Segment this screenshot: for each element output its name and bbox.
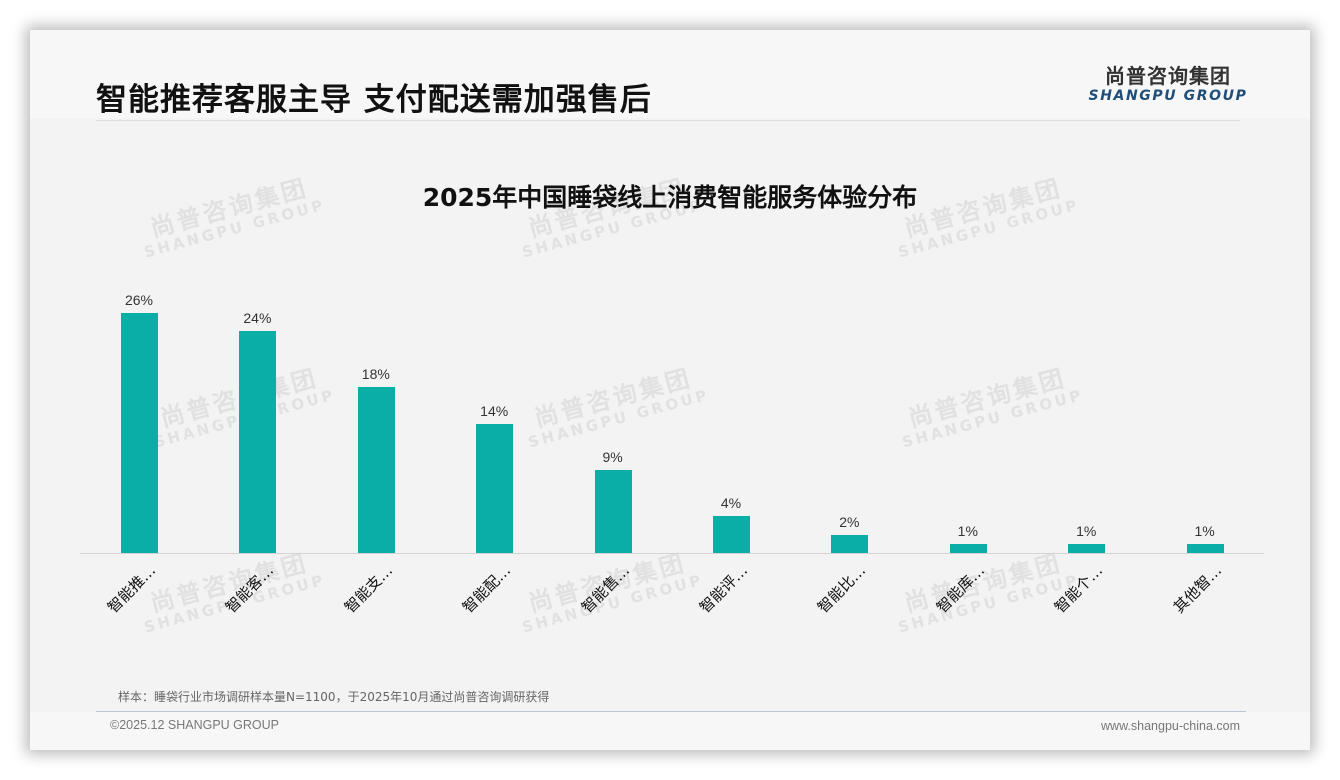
bar-value-label: 26% bbox=[124, 292, 154, 308]
bar[interactable] bbox=[1186, 544, 1224, 553]
bar[interactable] bbox=[949, 544, 987, 553]
bar[interactable] bbox=[357, 387, 395, 553]
bar-group: 26% bbox=[80, 259, 198, 553]
header-band bbox=[30, 30, 1310, 118]
bar[interactable] bbox=[121, 313, 158, 553]
bar-group: 18% bbox=[317, 259, 435, 553]
title-divider bbox=[96, 120, 1240, 121]
chart-title: 2025年中国睡袋线上消费智能服务体验分布 bbox=[422, 183, 918, 212]
logo-cn-text: 尚普咨询集团 bbox=[1105, 64, 1231, 88]
sample-note: 样本：睡袋行业市场调研样本量N=1100，于2025年10月通过尚普咨询调研获得 bbox=[118, 690, 550, 704]
x-axis-category-label: 智能客… bbox=[222, 561, 278, 617]
bar-chart-plot: 26% 24% 18% 14% 9% 4% 2% 1% 1% 1% bbox=[80, 260, 1264, 554]
x-axis-category-label: 智能库… bbox=[932, 561, 988, 617]
bar[interactable] bbox=[1068, 544, 1106, 553]
bar-value-label: 14% bbox=[480, 403, 509, 419]
logo-en-text: SHANGPU GROUP bbox=[1088, 88, 1248, 104]
x-axis-category-label: 智能评… bbox=[695, 561, 752, 617]
bar-group: 1% bbox=[1146, 259, 1264, 553]
x-axis-category-label: 智能售… bbox=[577, 561, 633, 617]
bar-value-label: 2% bbox=[839, 514, 860, 530]
bar-value-label: 4% bbox=[720, 495, 742, 511]
bar-group: 1% bbox=[1027, 259, 1145, 553]
bar-value-label: 9% bbox=[602, 449, 623, 465]
bar-value-label: 18% bbox=[361, 366, 390, 382]
bar[interactable] bbox=[713, 516, 750, 553]
bar[interactable] bbox=[594, 470, 632, 553]
x-axis-category-label: 其他智… bbox=[1169, 561, 1225, 617]
bar-value-label: 1% bbox=[957, 523, 978, 539]
x-axis-category-label: 智能推… bbox=[103, 561, 160, 617]
company-logo: 尚普咨询集团 SHANGPU GROUP bbox=[1088, 64, 1248, 104]
x-axis-category-label: 智能配… bbox=[459, 561, 515, 617]
bar-value-label: 1% bbox=[1194, 523, 1215, 539]
x-axis-category-label: 智能比… bbox=[814, 561, 870, 617]
bar-group: 2% bbox=[790, 259, 908, 553]
watermark-cn: 尚普咨询集团 bbox=[901, 548, 1066, 618]
bar-group: 14% bbox=[435, 259, 553, 553]
bar[interactable] bbox=[239, 331, 277, 553]
x-axis-category-label: 智能个… bbox=[1051, 561, 1107, 617]
bar-group: 24% bbox=[198, 259, 316, 553]
bar[interactable] bbox=[476, 424, 514, 553]
bar-group: 1% bbox=[909, 259, 1027, 553]
bar[interactable] bbox=[831, 535, 869, 553]
bar-value-label: 24% bbox=[243, 310, 272, 326]
bar-value-label: 1% bbox=[1076, 523, 1097, 539]
footer-divider bbox=[96, 711, 1246, 712]
footer-band bbox=[30, 712, 1310, 750]
bar-group: 4% bbox=[672, 259, 790, 553]
page-title: 智能推荐客服主导 支付配送需加强售后 bbox=[96, 82, 652, 118]
bar-group: 9% bbox=[554, 259, 672, 553]
x-axis-line bbox=[80, 553, 1264, 554]
x-axis-category-label: 智能支… bbox=[340, 561, 396, 617]
slide: 尚普咨询集团 SHANGPU GROUP 尚普咨询集团 SHANGPU GROUP 尚普… bbox=[30, 30, 1310, 750]
website-link[interactable]: www.shangpu-china.com bbox=[1101, 719, 1240, 733]
copyright: ©2025.12 SHANGPU GROUP bbox=[110, 718, 279, 732]
